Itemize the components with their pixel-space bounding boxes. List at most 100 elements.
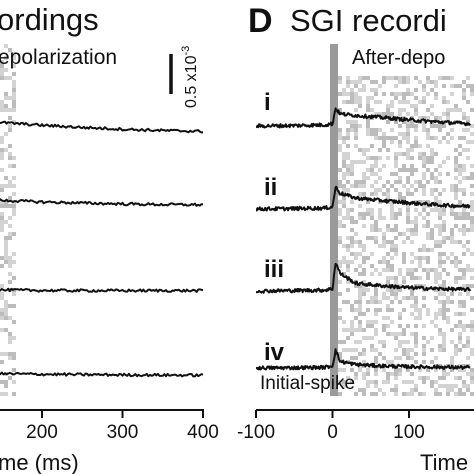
noise-cell	[8, 184, 12, 188]
noise-cell	[370, 228, 374, 232]
noise-cell	[354, 300, 358, 304]
noise-cell	[8, 236, 12, 240]
noise-cell	[402, 184, 406, 188]
noise-cell	[430, 360, 434, 364]
noise-cell	[446, 384, 450, 388]
noise-cell	[398, 108, 402, 112]
noise-cell	[454, 324, 458, 328]
scale-bar-value: 0.5 x10	[183, 55, 200, 108]
noise-cell	[450, 212, 454, 216]
noise-cell	[398, 124, 402, 128]
noise-cell	[362, 256, 366, 260]
noise-cell	[442, 252, 446, 256]
noise-cell	[342, 224, 346, 228]
stimulus-bar	[330, 44, 338, 396]
noise-cell	[390, 240, 394, 244]
noise-cell	[462, 192, 466, 196]
noise-cell	[4, 304, 8, 308]
noise-cell	[430, 156, 434, 160]
noise-cell	[350, 80, 354, 84]
noise-cell	[406, 100, 410, 104]
noise-cell	[434, 280, 438, 284]
noise-cell	[394, 180, 398, 184]
noise-cell	[354, 136, 358, 140]
noise-cell	[470, 140, 474, 144]
noise-cell	[366, 288, 370, 292]
noise-cell	[470, 192, 474, 196]
noise-cell	[414, 384, 418, 388]
noise-cell	[430, 104, 434, 108]
noise-cell	[370, 168, 374, 172]
noise-cell	[358, 352, 362, 356]
noise-cell	[8, 128, 12, 132]
noise-cell	[402, 240, 406, 244]
noise-cell	[386, 240, 390, 244]
noise-cell	[346, 128, 350, 132]
noise-cell	[426, 368, 430, 372]
noise-cell	[0, 224, 4, 228]
noise-cell	[366, 104, 370, 108]
noise-cell	[406, 124, 410, 128]
noise-cell	[342, 380, 346, 384]
noise-cell	[418, 368, 422, 372]
noise-cell	[386, 252, 390, 256]
noise-cell	[470, 276, 474, 280]
noise-cell	[374, 224, 378, 228]
noise-cell	[434, 168, 438, 172]
noise-cell	[12, 304, 16, 308]
noise-cell	[438, 284, 442, 288]
noise-cell	[398, 300, 402, 304]
noise-cell	[462, 304, 466, 308]
noise-cell	[12, 252, 16, 256]
noise-cell	[438, 312, 442, 316]
noise-cell	[406, 352, 410, 356]
noise-cell	[4, 108, 8, 112]
noise-cell	[362, 280, 366, 284]
noise-cell	[434, 392, 438, 396]
noise-cell	[454, 196, 458, 200]
left-panel-label: epolarization	[0, 46, 117, 69]
noise-cell	[394, 156, 398, 160]
noise-cell	[462, 276, 466, 280]
noise-cell	[470, 372, 474, 376]
noise-cell	[0, 212, 4, 216]
noise-cell	[426, 80, 430, 84]
noise-cell	[390, 76, 394, 80]
noise-cell	[470, 368, 474, 372]
noise-cell	[406, 324, 410, 328]
noise-cell	[358, 340, 362, 344]
noise-cell	[422, 176, 426, 180]
noise-cell	[410, 268, 414, 272]
noise-cell	[374, 188, 378, 192]
noise-cell	[426, 312, 430, 316]
noise-cell	[0, 228, 4, 232]
noise-cell	[450, 92, 454, 96]
noise-cell	[350, 320, 354, 324]
noise-cell	[8, 96, 12, 100]
noise-cell	[382, 132, 386, 136]
noise-cell	[4, 256, 8, 260]
noise-cell	[358, 184, 362, 188]
noise-cell	[390, 208, 394, 212]
noise-cell	[350, 100, 354, 104]
noise-cell	[386, 268, 390, 272]
noise-cell	[466, 216, 470, 220]
noise-cell	[394, 216, 398, 220]
noise-cell	[378, 168, 382, 172]
noise-cell	[338, 380, 342, 384]
noise-cell	[422, 304, 426, 308]
noise-cell	[458, 164, 462, 168]
noise-cell	[434, 204, 438, 208]
noise-cell	[354, 308, 358, 312]
noise-cell	[402, 328, 406, 332]
noise-cell	[462, 212, 466, 216]
noise-cell	[354, 184, 358, 188]
noise-cell	[434, 244, 438, 248]
noise-cell	[462, 300, 466, 304]
noise-cell	[462, 272, 466, 276]
noise-cell	[370, 132, 374, 136]
noise-cell	[470, 284, 474, 288]
noise-cell	[462, 216, 466, 220]
right-panel-title: SGI recordi	[290, 3, 447, 38]
noise-cell	[358, 304, 362, 308]
